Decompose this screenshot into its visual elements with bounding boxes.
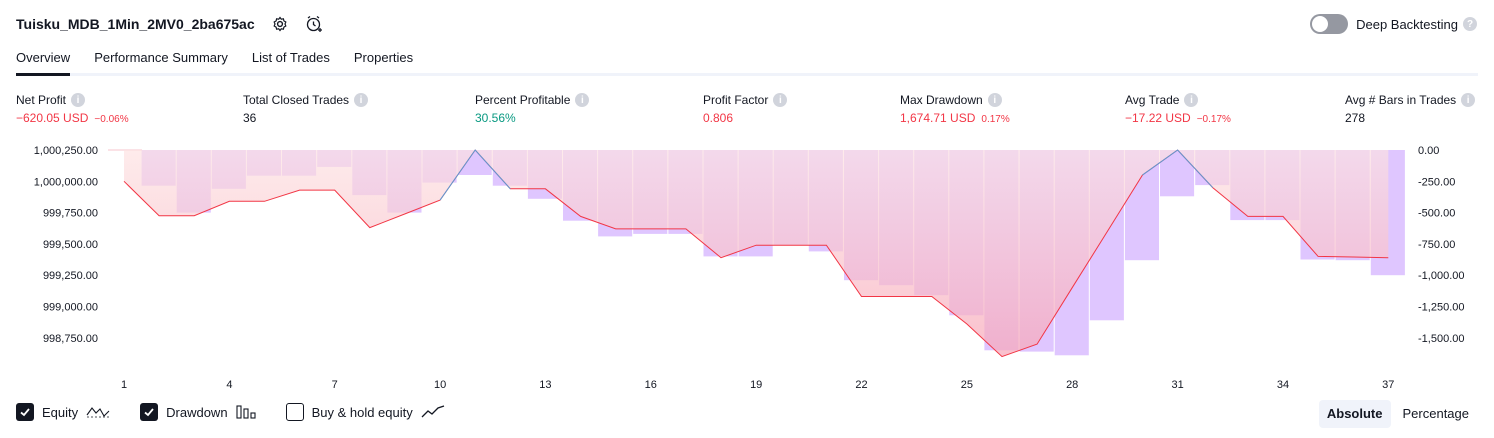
info-icon[interactable]: i — [71, 93, 85, 107]
x-axis-tick: 1 — [121, 379, 127, 391]
left-axis-tick: 999,500.00 — [43, 239, 98, 251]
metric-max-drawdown: Max Drawdown i 1,674.71 USD 0.17% — [900, 93, 1010, 125]
deep-backtesting-toggle[interactable] — [1310, 14, 1348, 34]
left-axis-tick: 999,250.00 — [43, 270, 98, 282]
legend-buy-hold-equity[interactable]: Buy & hold equity — [286, 403, 445, 421]
metric-percent-profitable: Percent Profitable i 30.56% — [475, 93, 589, 125]
x-axis-tick: 13 — [539, 379, 551, 391]
metric-percent: 0.17% — [981, 114, 1009, 125]
equity-drawdown-chart[interactable]: 1,000,250.00 1,000,000.00 999,750.00 999,50… — [0, 140, 1494, 396]
metric-value: 1,674.71 USD — [900, 111, 975, 125]
right-axis-tick: -250.00 — [1418, 176, 1455, 188]
tab-overview[interactable]: Overview — [16, 44, 70, 73]
left-axis-tick: 999,000.00 — [43, 302, 98, 314]
drawdown-bars-icon — [236, 405, 256, 419]
metric-avg-trade: Avg Trade i −17.22 USD −0.17% — [1125, 93, 1231, 125]
metric-label: Net Profit — [16, 93, 66, 107]
buy-hold-line-icon — [421, 405, 445, 419]
x-axis-tick: 25 — [961, 379, 973, 391]
tab-bar: Overview Performance Summary List of Tra… — [16, 44, 1478, 76]
x-axis-tick: 22 — [855, 379, 867, 391]
legend-label: Equity — [42, 405, 78, 420]
info-icon[interactable]: i — [354, 93, 368, 107]
gear-icon[interactable] — [271, 15, 289, 33]
deep-backtesting: Deep Backtesting ? — [1310, 14, 1477, 34]
metric-value: 278 — [1345, 111, 1365, 125]
right-axis-tick: -1,250.00 — [1418, 302, 1464, 314]
deep-backtesting-label: Deep Backtesting — [1356, 17, 1458, 32]
metric-value: −17.22 USD — [1125, 111, 1191, 125]
left-axis-tick: 999,750.00 — [43, 208, 98, 220]
buy-hold-checkbox[interactable] — [286, 403, 304, 421]
value-mode-switch: Absolute Percentage — [1315, 400, 1477, 428]
right-axis-tick: -500.00 — [1418, 208, 1455, 220]
x-axis-tick: 34 — [1277, 379, 1289, 391]
strategy-title: Tuisku_MDB_1Min_2MV0_2ba675ac — [16, 16, 255, 32]
legend-equity[interactable]: Equity — [16, 403, 110, 421]
x-axis-tick: 19 — [750, 379, 762, 391]
metric-percent: −0.17% — [1197, 114, 1231, 125]
drawdown-checkbox[interactable] — [140, 403, 158, 421]
left-axis-tick: 1,000,250.00 — [34, 145, 98, 157]
tab-performance-summary[interactable]: Performance Summary — [94, 44, 228, 73]
legend-drawdown[interactable]: Drawdown — [140, 403, 255, 421]
metric-profit-factor: Profit Factor i 0.806 — [703, 93, 787, 125]
legend-label: Buy & hold equity — [312, 405, 413, 420]
metrics-row: Net Profit i −620.05 USD −0.06% Total Clos… — [0, 93, 1494, 133]
metric-label: Percent Profitable — [475, 93, 570, 107]
right-axis-tick: 0.00 — [1418, 145, 1439, 157]
legend-label: Drawdown — [166, 405, 227, 420]
equity-line-icon — [86, 405, 110, 419]
x-axis-tick: 16 — [645, 379, 657, 391]
metric-label: Avg # Bars in Trades — [1345, 93, 1456, 107]
x-axis-tick: 37 — [1382, 379, 1394, 391]
info-icon[interactable]: i — [1461, 93, 1475, 107]
metric-value: −620.05 USD — [16, 111, 88, 125]
alarm-clock-plus-icon[interactable] — [305, 15, 323, 33]
metric-label: Profit Factor — [703, 93, 768, 107]
right-axis-tick: -1,500.00 — [1418, 333, 1464, 345]
equity-checkbox[interactable] — [16, 403, 34, 421]
tab-list-of-trades[interactable]: List of Trades — [252, 44, 330, 73]
right-axis-tick: -750.00 — [1418, 239, 1455, 251]
info-icon[interactable]: i — [575, 93, 589, 107]
metric-value: 0.806 — [703, 111, 733, 125]
metric-net-profit: Net Profit i −620.05 USD −0.06% — [16, 93, 129, 125]
chart-legend: Equity Drawdown Buy & hold equity — [16, 403, 475, 421]
x-axis-tick: 10 — [434, 379, 446, 391]
metric-value: 36 — [243, 111, 256, 125]
x-axis-tick: 7 — [332, 379, 338, 391]
strategy-header: Tuisku_MDB_1Min_2MV0_2ba675ac — [16, 12, 323, 36]
left-axis-tick: 998,750.00 — [43, 333, 98, 345]
right-axis-tick: -1,000.00 — [1418, 270, 1464, 282]
x-axis-tick: 4 — [226, 379, 232, 391]
absolute-button[interactable]: Absolute — [1319, 400, 1391, 428]
left-axis-tick: 1,000,000.00 — [34, 176, 98, 188]
metric-label: Avg Trade — [1125, 93, 1179, 107]
metric-avg-bars-in-trades: Avg # Bars in Trades i 278 — [1345, 93, 1475, 125]
info-icon[interactable]: i — [988, 93, 1002, 107]
percentage-button[interactable]: Percentage — [1395, 400, 1478, 428]
metric-label: Total Closed Trades — [243, 93, 349, 107]
info-icon[interactable]: i — [773, 93, 787, 107]
info-icon[interactable]: i — [1184, 93, 1198, 107]
x-axis-tick: 31 — [1171, 379, 1183, 391]
metric-value: 30.56% — [475, 111, 516, 125]
x-axis-tick: 28 — [1066, 379, 1078, 391]
metric-percent: −0.06% — [94, 114, 128, 125]
help-icon[interactable]: ? — [1463, 17, 1477, 31]
metric-label: Max Drawdown — [900, 93, 983, 107]
metric-total-closed-trades: Total Closed Trades i 36 — [243, 93, 368, 125]
tab-properties[interactable]: Properties — [354, 44, 413, 73]
